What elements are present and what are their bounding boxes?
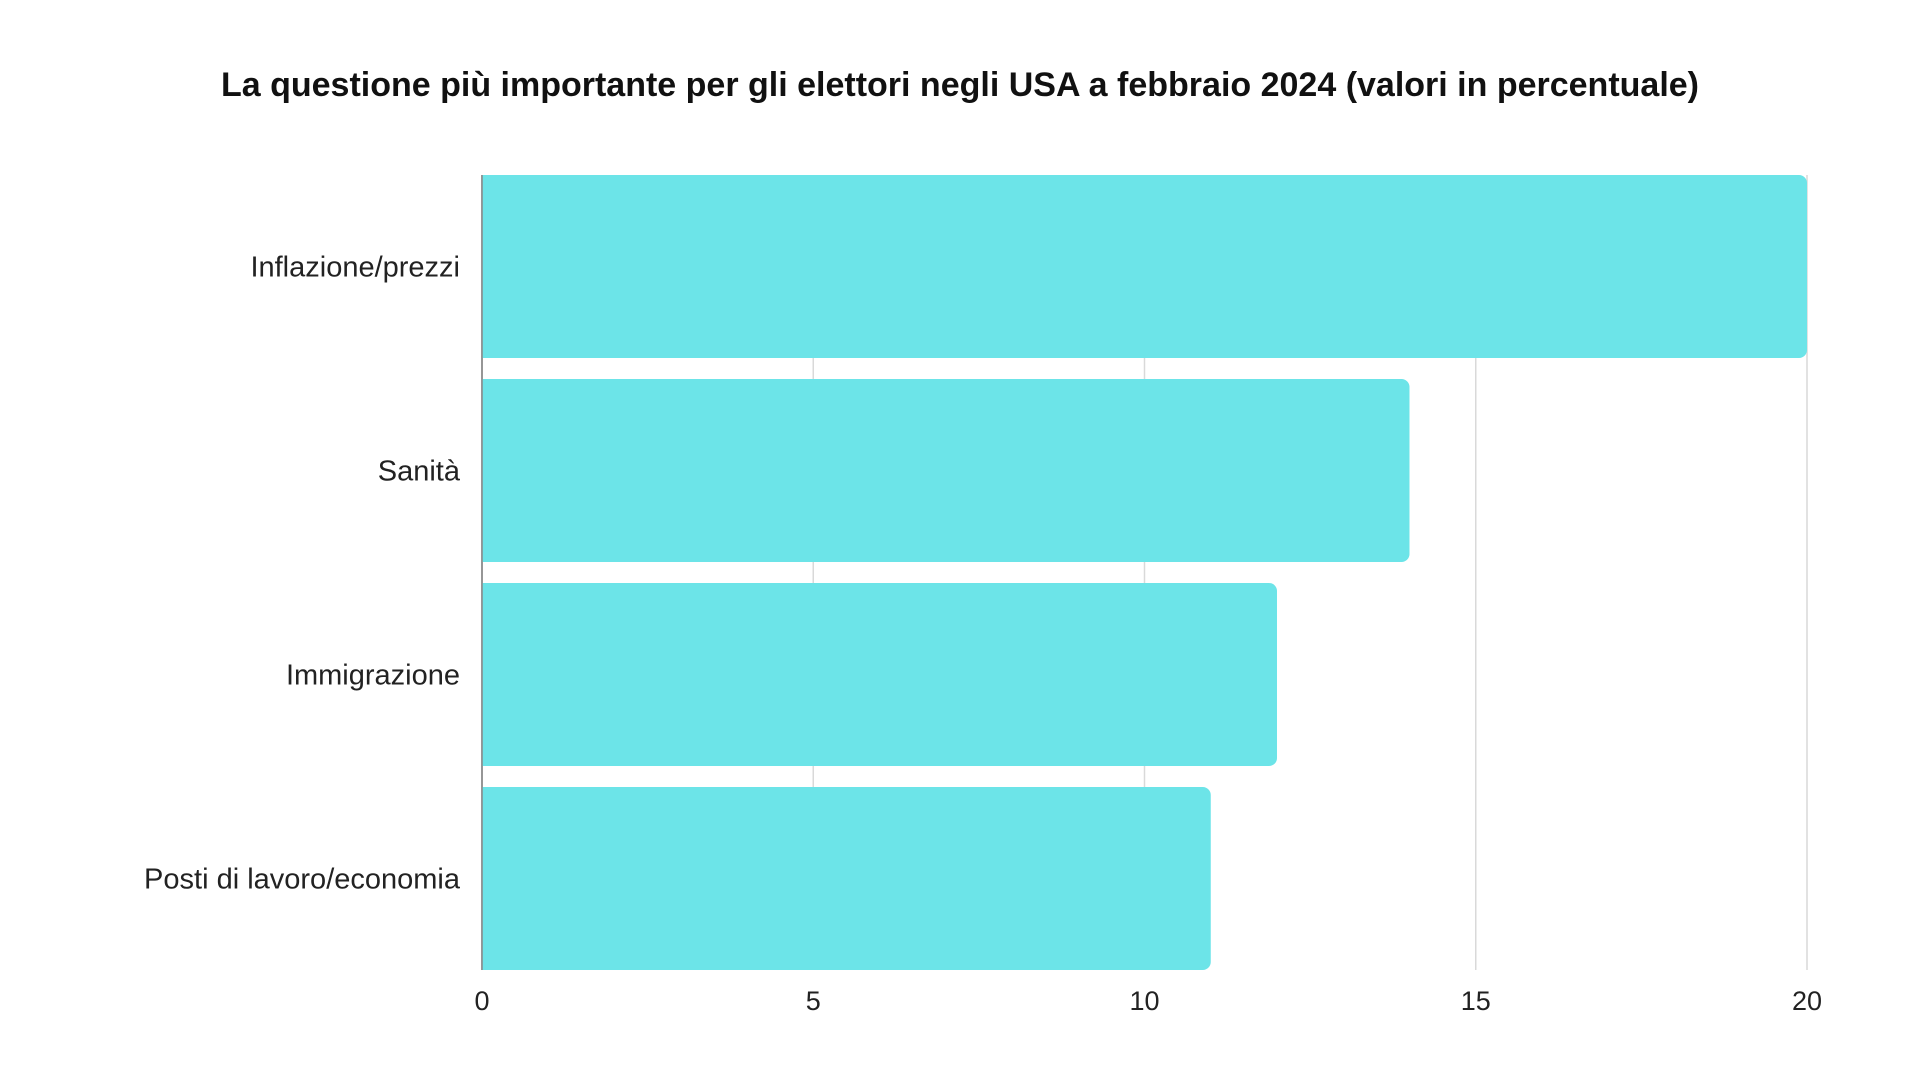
chart-title: La questione più importante per gli elet…: [220, 66, 1700, 104]
bar: [482, 787, 1211, 970]
bar: [482, 379, 1410, 562]
category-label: Immigrazione: [286, 660, 460, 692]
bar: [482, 175, 1807, 358]
bar: [482, 583, 1277, 766]
x-tick-label: 10: [1129, 986, 1159, 1016]
x-tick-label: 0: [474, 986, 489, 1016]
x-tick-label: 15: [1461, 986, 1491, 1016]
category-label: Posti di lavoro/economia: [144, 864, 461, 896]
x-tick-label: 20: [1792, 986, 1822, 1016]
category-label: Sanità: [378, 456, 461, 488]
category-label: Inflazione/prezzi: [250, 252, 460, 284]
x-tick-label: 5: [806, 986, 821, 1016]
